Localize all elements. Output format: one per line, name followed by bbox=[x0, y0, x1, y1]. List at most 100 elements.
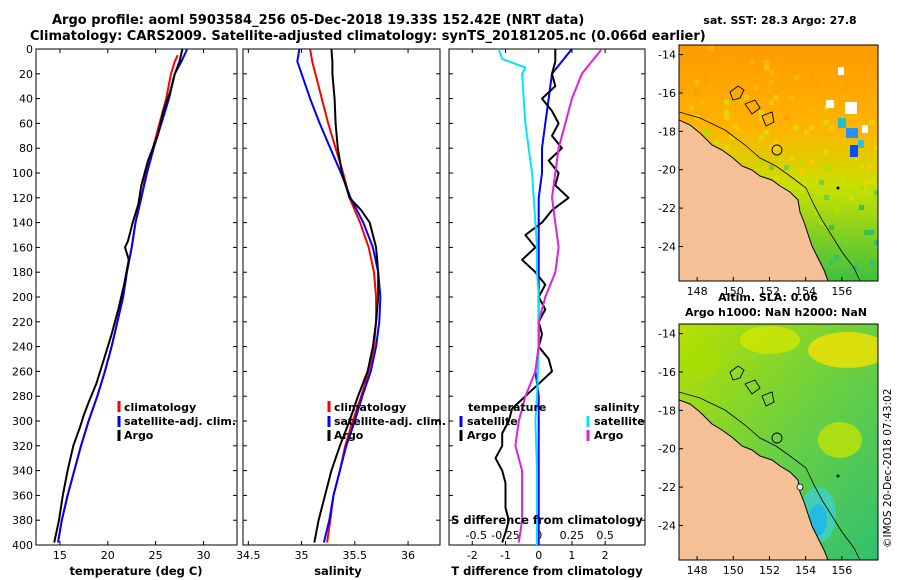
sst-pixel bbox=[814, 210, 819, 215]
sst-pixel bbox=[724, 55, 729, 60]
sst-land bbox=[679, 119, 829, 281]
sst-pixel bbox=[809, 125, 814, 130]
sst-pixel bbox=[824, 65, 829, 70]
x-tick-label: 30 bbox=[197, 549, 211, 562]
sla-reef bbox=[729, 365, 745, 381]
sst-pixel bbox=[694, 115, 699, 120]
lat-tick-label: -20 bbox=[658, 443, 676, 456]
depth-tick-label: 240 bbox=[12, 341, 33, 354]
imos-timestamp: ©IMOS 20-Dec-2018 07:43:02 bbox=[882, 389, 894, 548]
series-group bbox=[53, 49, 189, 543]
sst-pixel bbox=[819, 220, 824, 225]
sst-pixel bbox=[799, 135, 804, 140]
temperature-legend: climatology satellite-adj. clim. Argo bbox=[117, 401, 236, 442]
sst-pixel bbox=[724, 110, 729, 115]
sst-pixel bbox=[854, 125, 859, 130]
depth-tick-label: 120 bbox=[12, 192, 33, 205]
sst-cool-patch bbox=[850, 145, 858, 157]
sst-pixel bbox=[724, 145, 729, 150]
sst-pixel bbox=[694, 90, 699, 95]
sst-pixel bbox=[704, 75, 709, 80]
legend-label-argo: Argo bbox=[124, 429, 154, 442]
sst-pixel bbox=[794, 75, 799, 80]
sst-pixel bbox=[689, 105, 694, 110]
series-line-satellite-adj-clim- bbox=[57, 49, 189, 543]
lat-tick-label: -14 bbox=[658, 49, 676, 62]
x-tick-label: 35 bbox=[295, 549, 309, 562]
sst-pixel bbox=[784, 165, 789, 170]
x-tick-label: 1 bbox=[568, 549, 575, 562]
sst-pixel bbox=[869, 260, 874, 265]
lon-tick-label: 148 bbox=[687, 564, 708, 577]
x-tick-label: 36 bbox=[401, 549, 415, 562]
x-tick-label: 25 bbox=[149, 549, 163, 562]
sst-pixel bbox=[694, 60, 699, 65]
legend-label-satellite: satellite-adj. clim. bbox=[334, 415, 446, 428]
legend-label-climatology: climatology bbox=[124, 401, 196, 414]
figure-title-line2: Climatology: CARS2009. Satellite-adjuste… bbox=[30, 29, 706, 44]
sst-pixel bbox=[829, 225, 834, 230]
chart-layer: 15 20 25 30 34.5 35 35.5 36 -2 -1 0 1 2-0.5 -0.25 0 0.2… bbox=[53, 49, 614, 562]
legend-label-s-argo: Argo bbox=[594, 429, 624, 442]
sst-pixel bbox=[694, 125, 699, 130]
depth-tick-label: 300 bbox=[12, 415, 33, 428]
sst-pixel bbox=[769, 100, 774, 105]
salinity-panel-frame bbox=[242, 48, 441, 546]
sst-pixel bbox=[699, 100, 704, 105]
s-tick-label: 0.25 bbox=[560, 529, 585, 542]
sst-reef bbox=[761, 111, 775, 127]
sla-argo-location bbox=[796, 483, 804, 491]
depth-tick-label: 80 bbox=[19, 142, 33, 155]
sla-reef bbox=[761, 391, 775, 407]
sst-pixel bbox=[859, 185, 864, 190]
sst-pixel bbox=[759, 160, 764, 165]
series-group bbox=[494, 49, 603, 545]
sst-pixel bbox=[869, 230, 874, 235]
lat-tick-label: -20 bbox=[658, 164, 676, 177]
depth-tick-label: 180 bbox=[12, 266, 33, 279]
sst-pixel bbox=[724, 115, 729, 120]
sst-pixel bbox=[714, 140, 719, 145]
depth-tick-label: 380 bbox=[12, 514, 33, 527]
lat-tick-label: -14 bbox=[658, 328, 676, 341]
legend-label-satellite: satellite-adj. clim. bbox=[124, 415, 236, 428]
sst-pixel bbox=[739, 50, 744, 55]
legend-label-argo: Argo bbox=[334, 429, 364, 442]
sst-pixel bbox=[844, 80, 849, 85]
depth-tick-label: 340 bbox=[12, 465, 33, 478]
sla-reef bbox=[771, 432, 783, 444]
sst-pixel bbox=[809, 60, 814, 65]
lon-tick-label: 154 bbox=[795, 285, 816, 298]
sst-pixel bbox=[759, 115, 764, 120]
sst-pixel bbox=[864, 230, 869, 235]
depth-tick-label: 260 bbox=[12, 365, 33, 378]
sla-land bbox=[679, 399, 829, 560]
sst-pixel bbox=[789, 155, 794, 160]
lon-tick-label: 148 bbox=[687, 285, 708, 298]
salinity-legend: climatology satellite-adj. clim. Argo bbox=[327, 401, 446, 442]
lon-tick-label: 156 bbox=[831, 564, 852, 577]
sla-high-anomaly bbox=[740, 326, 800, 354]
sst-pixel bbox=[874, 240, 878, 245]
sst-pixel bbox=[754, 85, 759, 90]
depth-tick-label: 400 bbox=[12, 539, 33, 552]
legend-label-t-satellite: satellite bbox=[467, 415, 518, 428]
difference-legend: temperature salinity satellite Argo sate… bbox=[459, 401, 645, 442]
sst-pixel bbox=[869, 185, 874, 190]
sst-pixel bbox=[774, 140, 779, 145]
depth-tick-label: 100 bbox=[12, 167, 33, 180]
sst-pixel bbox=[859, 165, 864, 170]
sst-pixel bbox=[679, 85, 684, 90]
sst-pixel bbox=[704, 45, 709, 50]
sst-pixel bbox=[869, 120, 874, 125]
sst-pixel bbox=[769, 80, 774, 85]
sst-cool-patch bbox=[846, 128, 858, 138]
s-tick-label: 0.5 bbox=[596, 529, 614, 542]
sst-pixel bbox=[774, 175, 779, 180]
lat-tick-label: -16 bbox=[658, 87, 676, 100]
x-tick-label: 2 bbox=[602, 549, 609, 562]
x-tick-label: -2 bbox=[467, 549, 478, 562]
x-tick-label: 34.5 bbox=[236, 549, 261, 562]
sst-pixel bbox=[849, 195, 854, 200]
